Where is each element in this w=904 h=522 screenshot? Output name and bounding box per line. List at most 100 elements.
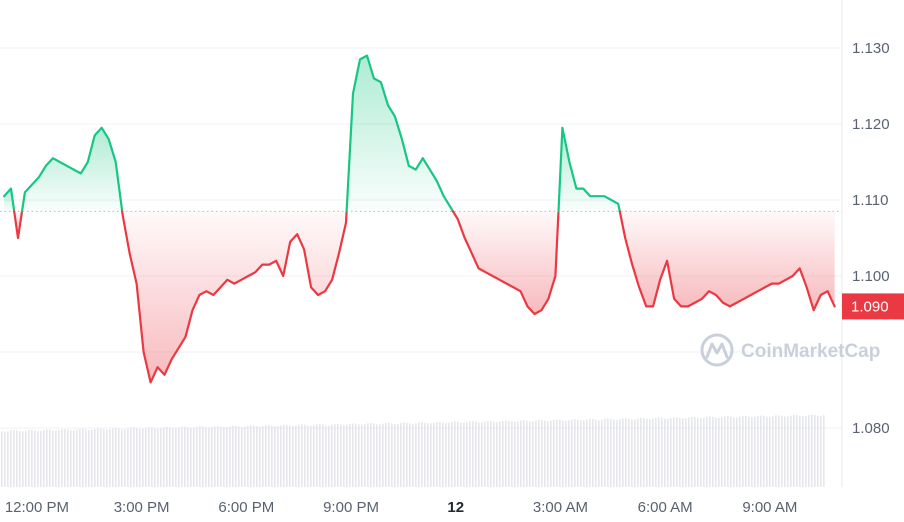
volume-bar	[442, 422, 444, 487]
volume-bar	[106, 429, 108, 487]
volume-bar	[571, 419, 573, 487]
volume-bar	[289, 425, 291, 487]
volume-bar	[760, 415, 762, 487]
volume-bar	[70, 430, 72, 487]
volume-bar	[238, 426, 240, 487]
volume-bar	[541, 419, 543, 487]
volume-bar	[79, 428, 81, 487]
volume-bar	[439, 421, 441, 487]
volume-bar	[634, 419, 636, 487]
volume-bar	[523, 420, 525, 487]
volume-bar	[490, 420, 492, 487]
volume-bar	[187, 427, 189, 487]
volume-bar	[397, 423, 399, 487]
volume-bar	[343, 425, 345, 487]
volume-bar	[724, 416, 726, 487]
volume-bar	[808, 414, 810, 487]
volume-bar	[118, 428, 120, 487]
line-segment-up	[345, 54, 455, 213]
volume-bar	[361, 424, 363, 487]
volume-bar	[661, 417, 663, 487]
volume-bar	[277, 426, 279, 487]
volume-bar	[412, 423, 414, 487]
volume-bar	[763, 415, 765, 487]
volume-bar	[427, 423, 429, 487]
y-tick-label: 1.130	[852, 40, 890, 57]
volume-bar	[115, 427, 117, 487]
volume-bar	[181, 426, 183, 487]
volume-bar	[568, 420, 570, 487]
volume-bar	[97, 428, 99, 487]
volume-bar	[229, 426, 231, 487]
volume-bar	[403, 422, 405, 487]
x-tick-label: 6:00 PM	[218, 499, 274, 516]
volume-bar	[133, 427, 135, 487]
x-tick-label: 3:00 AM	[533, 499, 588, 516]
volume-bar	[394, 424, 396, 487]
volume-bar	[820, 415, 822, 487]
volume-bar	[46, 429, 48, 487]
volume-bar	[4, 431, 6, 487]
volume-bar	[76, 429, 78, 487]
volume-bar	[601, 419, 603, 487]
volume-bar	[532, 421, 534, 487]
volume-bar	[169, 427, 171, 487]
volume-bar	[706, 416, 708, 487]
volume-bar	[637, 418, 639, 487]
volume-bar	[751, 417, 753, 487]
volume-bar	[445, 423, 447, 487]
volume-bar	[700, 418, 702, 487]
volume-bar	[529, 421, 531, 487]
area-below-baseline	[619, 211, 835, 311]
volume-bar	[586, 419, 588, 487]
volume-bar	[94, 429, 96, 487]
volume-bar	[730, 416, 732, 487]
volume-bar	[310, 425, 312, 487]
volume-bar	[112, 428, 114, 487]
line-segment-up	[557, 126, 621, 213]
current-price-badge: 1.090	[842, 293, 904, 320]
volume-bar	[652, 418, 654, 487]
volume-bar	[1, 431, 3, 487]
volume-bar	[253, 425, 255, 487]
volume-bar	[247, 425, 249, 487]
volume-bar	[430, 423, 432, 487]
volume-bar	[40, 430, 42, 487]
volume-bar	[814, 414, 816, 487]
volume-bar	[130, 427, 132, 487]
volume-bar	[379, 424, 381, 487]
volume-bar	[703, 417, 705, 487]
volume-bar	[34, 430, 36, 487]
volume-bar	[454, 421, 456, 487]
volume-bar	[52, 430, 54, 487]
volume-bar	[100, 428, 102, 487]
volume-bar	[19, 431, 21, 487]
volume-bar	[673, 417, 675, 487]
y-tick-label: 1.100	[852, 268, 890, 285]
volume-bar	[496, 422, 498, 487]
volume-bar	[781, 415, 783, 487]
volume-bar	[694, 416, 696, 487]
volume-bar	[679, 417, 681, 487]
volume-bar	[223, 427, 225, 487]
volume-bar	[10, 430, 12, 487]
line-segment-up	[2, 187, 16, 213]
volume-bar	[64, 428, 66, 487]
volume-bar	[778, 415, 780, 487]
volume-bar	[304, 424, 306, 487]
volume-bar	[241, 427, 243, 487]
volume-bar	[715, 417, 717, 487]
volume-bar	[124, 429, 126, 487]
volume-bar	[172, 428, 174, 487]
line-segment-down	[618, 210, 836, 312]
volume-bar	[16, 430, 18, 487]
volume-bar	[334, 423, 336, 487]
volume-bar	[217, 426, 219, 487]
volume-bar	[655, 417, 657, 487]
volume-bar	[802, 416, 804, 487]
volume-bar	[127, 428, 129, 487]
volume-bar	[121, 429, 123, 487]
volume-bar	[154, 428, 156, 487]
volume-bar	[787, 416, 789, 487]
